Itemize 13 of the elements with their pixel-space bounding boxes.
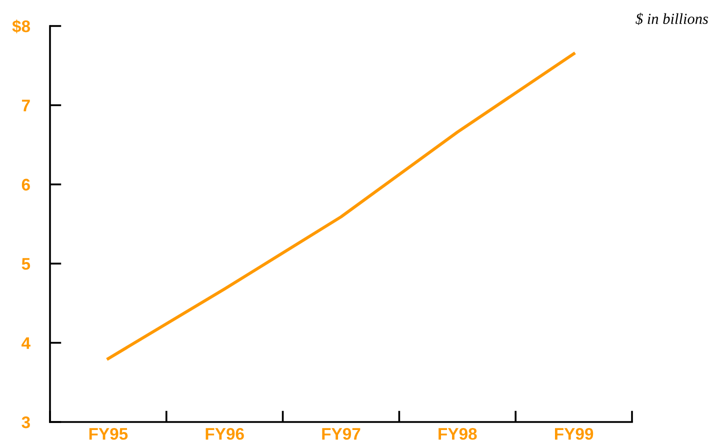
y-tick-label: 7 [22, 100, 30, 112]
line-series [106, 52, 576, 360]
x-tick-label: FY95 [89, 428, 128, 440]
y-tick-label: $8 [12, 20, 30, 34]
y-tick-label: 6 [22, 178, 30, 191]
x-tick-label: FY99 [555, 428, 594, 440]
x-tick-label: FY96 [206, 428, 244, 440]
x-tick-label: FY98 [438, 428, 477, 440]
y-tick-label: 3 [22, 416, 30, 428]
y-tick-label: 5 [22, 258, 30, 270]
x-tick-label: FY97 [322, 428, 360, 440]
text: $ in billions [636, 12, 708, 25]
y-tick-label: 4 [22, 337, 30, 349]
